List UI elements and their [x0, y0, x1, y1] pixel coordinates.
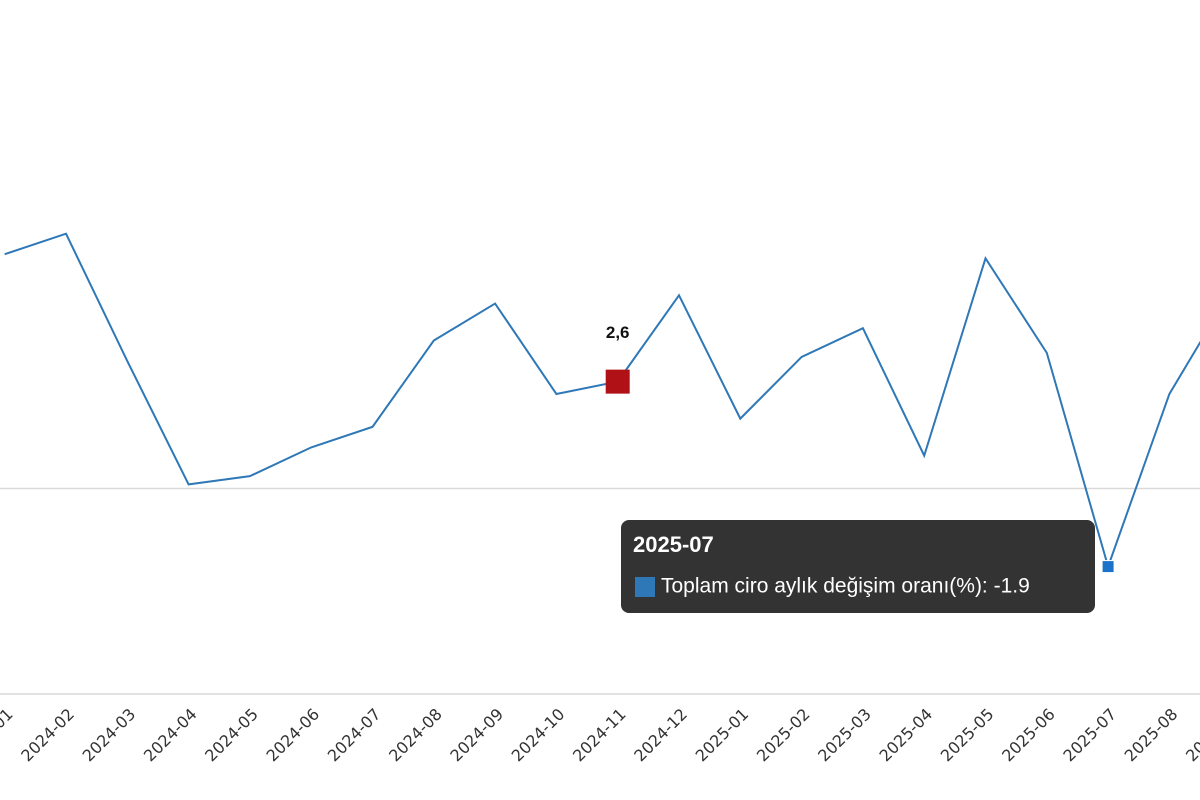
- x-tick-label: 2024-04: [140, 705, 201, 766]
- x-tick-label: 2025-09: [1182, 705, 1200, 766]
- x-tick-label: 2025-06: [998, 705, 1059, 766]
- hover-marker: [1101, 560, 1115, 574]
- x-tick-label: 2025-05: [937, 705, 998, 766]
- x-tick-label: 2024-01: [0, 705, 17, 766]
- x-tick-label: 2024-06: [262, 705, 323, 766]
- x-tick-label: 2024-12: [630, 705, 691, 766]
- highlight-marker: [605, 369, 630, 394]
- x-tick-label: 2025-04: [875, 705, 936, 766]
- x-tick-label: 2024-10: [508, 705, 569, 766]
- x-tick-label: 2025-03: [814, 705, 875, 766]
- data-label: 2,6: [606, 323, 630, 342]
- tooltip-swatch: [635, 577, 655, 597]
- data-line: [4, 232, 1200, 570]
- x-tick-label: 2024-03: [79, 705, 140, 766]
- x-tick-label: 2025-02: [753, 705, 814, 766]
- x-tick-label: 2025-01: [692, 705, 753, 766]
- tooltip: 2025-07 Toplam ciro aylık değişim oranı(%…: [621, 520, 1095, 613]
- x-tick-label: 2024-07: [324, 705, 385, 766]
- x-tick-label: 2025-08: [1121, 705, 1182, 766]
- x-tick-label: 2024-05: [201, 705, 262, 766]
- x-tick-label: 2024-11: [569, 705, 630, 766]
- tooltip-text: Toplam ciro aylık değişim oranı(%): -1.9: [661, 575, 1030, 598]
- x-tick-label: 2024-02: [17, 705, 78, 766]
- tooltip-box: [621, 520, 1095, 613]
- x-tick-label: 2025-07: [1059, 705, 1120, 766]
- x-tick-label: 2024-08: [385, 705, 446, 766]
- x-tick-label: 2024-09: [446, 705, 507, 766]
- tooltip-title: 2025-07: [633, 532, 714, 557]
